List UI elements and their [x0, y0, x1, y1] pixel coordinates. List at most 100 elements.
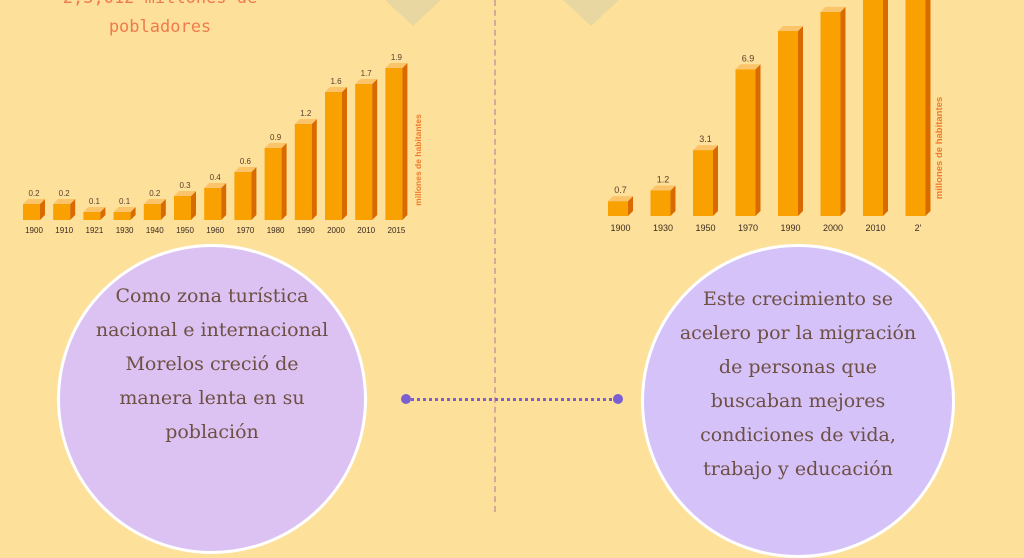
- header-text: 2,3,012 millones de pobladores: [0, 0, 320, 40]
- bar: [905, 0, 926, 216]
- bar: [355, 84, 373, 220]
- bar: [204, 188, 222, 220]
- x-tick-label: 1910: [55, 226, 73, 235]
- circle-right-line: trabajo y educación: [703, 458, 893, 480]
- x-tick-label: 2015: [388, 226, 406, 235]
- bar-group: [693, 145, 718, 216]
- data-label: 1.7: [361, 69, 373, 78]
- dotted-connector: [405, 398, 618, 405]
- data-label: 0.6: [240, 157, 252, 166]
- circle-right-line: condiciones de vida,: [700, 424, 896, 446]
- bar-top: [778, 26, 803, 32]
- bar-top: [234, 167, 257, 172]
- bar-group: [143, 199, 166, 220]
- data-label: 1.2: [657, 174, 670, 184]
- bar-group: [234, 167, 257, 220]
- bar-side: [372, 79, 378, 220]
- bar: [23, 204, 40, 220]
- connector-dot-right: [613, 394, 623, 404]
- bar-top: [325, 87, 347, 92]
- bar-top: [83, 207, 106, 212]
- bar: [113, 212, 131, 220]
- bar-group: [23, 199, 45, 220]
- bar-top: [53, 199, 76, 204]
- bar-side: [311, 119, 317, 220]
- data-label: 3.1: [699, 134, 712, 144]
- x-tick-label: 2000: [327, 226, 345, 235]
- data-label: 0.7: [614, 185, 627, 195]
- bar: [264, 148, 282, 220]
- x-tick-label: 2': [915, 223, 922, 233]
- bar-group: [385, 63, 408, 220]
- bar-top: [693, 145, 718, 151]
- bar: [294, 124, 312, 220]
- bar: [174, 196, 191, 220]
- bar-side: [130, 207, 136, 220]
- data-label: 0.1: [119, 197, 131, 206]
- x-tick-label: 1970: [738, 223, 758, 233]
- x-tick-label: 2010: [357, 226, 375, 235]
- header-line-1: 2,3,012 millones de: [0, 0, 320, 8]
- x-tick-label: 1930: [653, 223, 673, 233]
- data-label: 0.2: [59, 189, 71, 198]
- circle-left-line: nacional e internacional: [95, 319, 329, 341]
- y-axis-label: millones de habitantes: [413, 114, 423, 206]
- bar: [650, 190, 671, 216]
- data-label: 0.2: [28, 189, 40, 198]
- bar-group: [355, 79, 378, 220]
- bar-side: [160, 199, 166, 220]
- connector-dot-left: [401, 394, 411, 404]
- bar-top: [735, 64, 761, 70]
- bar-group: [204, 183, 227, 220]
- info-circle-right: Este crecimiento se acelero por la migra…: [641, 244, 955, 558]
- x-tick-label: 1950: [695, 223, 715, 233]
- bar: [143, 204, 161, 220]
- x-tick-label: 1900: [25, 226, 43, 235]
- bar-side: [670, 185, 676, 216]
- bar: [53, 204, 71, 220]
- bar: [778, 31, 798, 216]
- bar-side: [191, 191, 196, 220]
- bar-group: [264, 143, 287, 220]
- bar-top: [355, 79, 378, 84]
- bar-group: [778, 26, 803, 216]
- bar-group: [608, 196, 633, 216]
- bar-group: [294, 119, 317, 220]
- data-label: 6.9: [742, 53, 755, 63]
- bar-side: [402, 63, 408, 220]
- bar: [863, 0, 883, 216]
- circle-left-line: población: [165, 421, 259, 443]
- bar-top: [820, 6, 846, 12]
- bar-side: [221, 183, 227, 220]
- bar: [735, 69, 756, 216]
- bar-side: [100, 207, 106, 220]
- x-tick-label: 1990: [780, 223, 800, 233]
- bar-side: [342, 87, 347, 220]
- circle-left-line: Como zona turística: [115, 285, 309, 307]
- bar-top: [143, 199, 166, 204]
- data-label: 0.4: [210, 173, 222, 182]
- data-label: 0.1: [89, 197, 101, 206]
- bar-group: [820, 6, 846, 216]
- bar: [234, 172, 252, 220]
- bar-top: [264, 143, 287, 148]
- x-tick-label: 2010: [865, 223, 885, 233]
- center-divider: [494, 0, 496, 512]
- circle-left-line: Morelos creció de: [125, 353, 299, 375]
- chart-right: 0.7 1900 1.2 1930 3.1 1950 6.9 1970 1990 2000 2010…: [608, 0, 945, 233]
- bar-group: [83, 207, 106, 220]
- header-line-2: pobladores: [108, 17, 212, 37]
- bar-group: [53, 199, 76, 220]
- bar-side: [755, 64, 761, 216]
- circle-right-line: de personas que: [718, 356, 878, 378]
- bar-top: [294, 119, 317, 124]
- bar-side: [840, 6, 846, 216]
- data-label: 0.2: [149, 189, 161, 198]
- bar-group: [325, 87, 347, 220]
- info-circle-left: Como zona turística nacional e internaci…: [57, 244, 367, 554]
- data-label: 1.9: [391, 53, 403, 62]
- chevron-left-decoration: [385, 0, 441, 26]
- bar: [83, 212, 101, 220]
- bar-top: [385, 63, 408, 68]
- circle-left-line: manera lenta en su: [119, 387, 305, 409]
